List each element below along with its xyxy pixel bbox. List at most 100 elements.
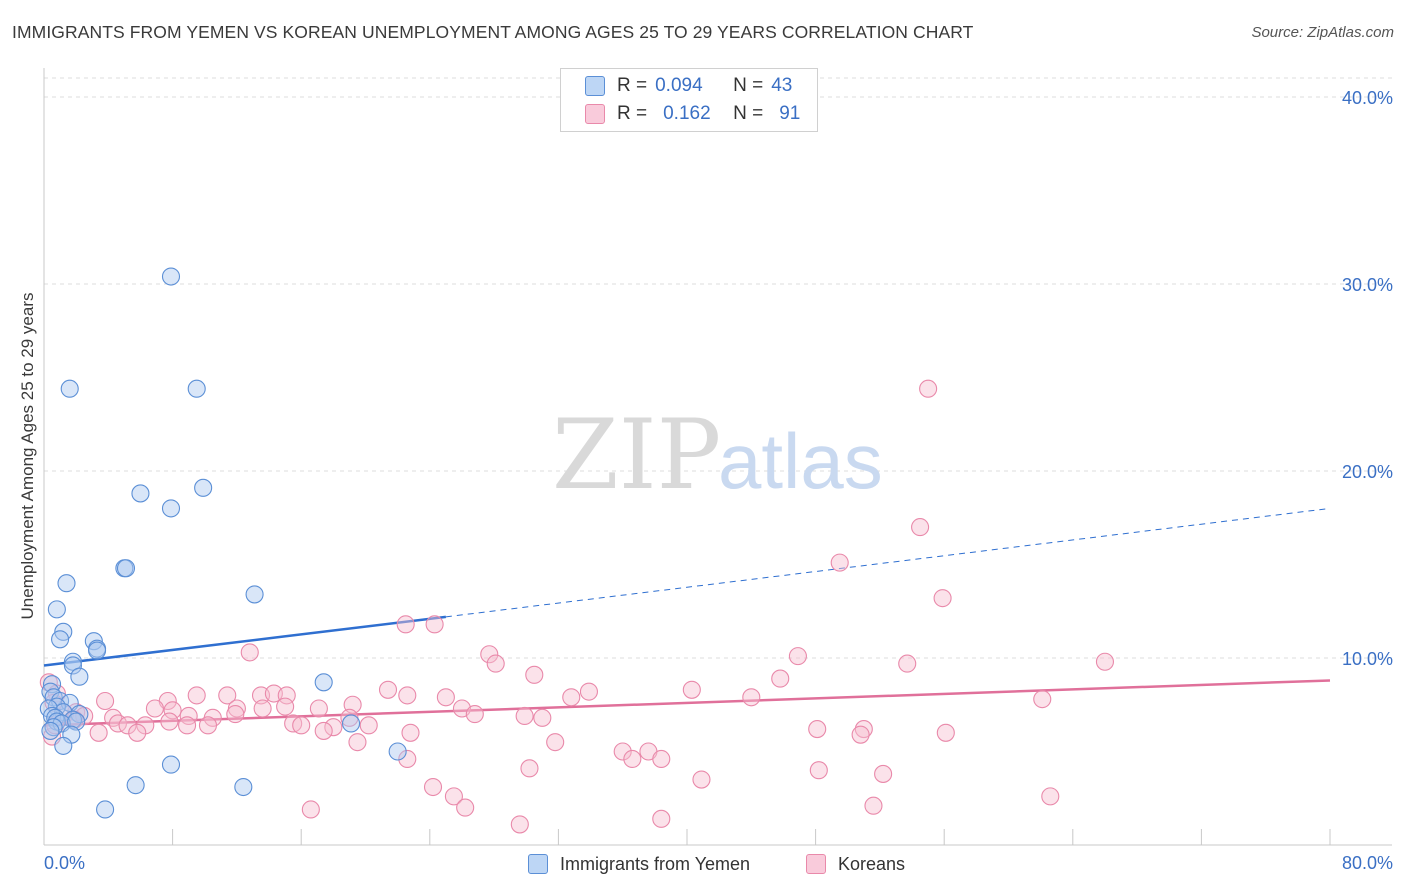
korean-point: [830, 553, 849, 572]
bottom-legend-swatch-korean: [806, 854, 826, 874]
data-points: [39, 267, 1114, 834]
korean-point: [378, 680, 398, 699]
korean-point: [480, 645, 499, 664]
korean-point: [682, 680, 701, 699]
yemen-point: [187, 379, 206, 398]
korean-point: [546, 733, 565, 752]
korean-point: [898, 654, 917, 673]
korean-point: [613, 742, 632, 761]
korean-point: [562, 688, 581, 707]
legend-r-label: R =: [617, 103, 648, 124]
y-tick-label: 30.0%: [1342, 275, 1393, 295]
korean-point: [742, 688, 761, 707]
yemen-point: [96, 800, 115, 819]
korean-point: [911, 518, 930, 537]
korean-point: [187, 686, 206, 705]
bottom-legend-yemen: Immigrants from Yemen: [528, 852, 750, 876]
yemen-point: [234, 777, 253, 797]
korean-point: [854, 720, 873, 739]
korean-point: [89, 723, 108, 742]
korean-point: [465, 705, 484, 724]
yemen-point: [87, 641, 107, 660]
legend-n-label: N =: [733, 103, 764, 124]
yemen-point: [131, 484, 150, 503]
korean-point: [348, 733, 367, 752]
korean-point: [874, 764, 893, 783]
korean-point: [118, 716, 137, 735]
x-tick-label-min: 0.0%: [44, 853, 85, 873]
bottom-legend-swatch-yemen: [528, 854, 548, 874]
y-tick-label: 10.0%: [1342, 649, 1393, 669]
watermark-zip: ZIP: [552, 399, 721, 511]
yemen-point: [314, 673, 333, 692]
korean-point: [423, 777, 443, 797]
korean-point: [398, 686, 417, 705]
source-label: Source: ZipAtlas.com: [1251, 24, 1394, 41]
legend-swatch-yemen: [585, 76, 605, 96]
yemen-point: [194, 478, 213, 497]
korean-point: [579, 682, 598, 701]
korean-point: [510, 815, 529, 834]
yemen-point: [41, 721, 60, 740]
yemen-trend-line: [43, 615, 447, 667]
korean-point: [1095, 652, 1114, 671]
korean-point: [218, 686, 237, 705]
korean-point: [919, 379, 938, 398]
korean-point: [96, 691, 115, 711]
korean-point: [359, 716, 378, 735]
y-tick-label: 40.0%: [1342, 88, 1393, 108]
korean-point: [401, 723, 420, 742]
legend-swatch-korean: [585, 104, 605, 124]
korean-point: [276, 697, 295, 716]
yemen-point: [60, 379, 79, 398]
yemen-point: [116, 559, 136, 578]
grid-lines: [44, 77, 1392, 659]
korean-point: [1033, 690, 1052, 709]
yemen-point: [47, 600, 66, 619]
korean-point: [771, 669, 790, 688]
legend-n-label: N =: [733, 75, 764, 96]
legend-row-yemen: R = 0.094 N = 43: [585, 74, 792, 98]
korean-point: [253, 699, 272, 718]
korean-point: [301, 800, 320, 819]
yemen-point: [57, 574, 76, 593]
korean-point: [436, 688, 455, 707]
korean-point: [533, 708, 552, 727]
korean-point: [277, 686, 296, 705]
yemen-point: [51, 630, 70, 649]
legend-r-value-korean: 0.162: [663, 103, 711, 124]
korean-point: [179, 706, 198, 726]
korean-point: [178, 716, 197, 735]
korean-point: [425, 615, 444, 634]
korean-point: [1041, 787, 1060, 806]
korean-point: [486, 654, 505, 673]
korean-point: [145, 699, 164, 718]
legend-n-value-korean: 91: [779, 103, 801, 124]
korean-point: [198, 716, 218, 735]
yemen-point: [42, 706, 62, 726]
bottom-legend-korean: Koreans: [806, 852, 905, 876]
yemen-point: [63, 710, 82, 729]
yemen-point: [63, 656, 82, 675]
korean-point: [292, 716, 311, 735]
legend-n-value-yemen: 43: [771, 75, 793, 96]
yemen-trend-extension: [445, 507, 1331, 618]
yemen-point: [161, 499, 181, 518]
bottom-legend-label-yemen: Immigrants from Yemen: [560, 853, 751, 874]
korean-point: [936, 723, 955, 742]
trend-lines: [43, 507, 1331, 727]
korean-point: [444, 787, 463, 806]
watermark-atlas: atlas: [718, 417, 883, 505]
korean-trend-line: [43, 679, 1331, 727]
korean-point: [128, 723, 147, 742]
yemen-point: [388, 742, 407, 761]
yemen-point: [126, 776, 145, 795]
chart-title: IMMIGRANTS FROM YEMEN VS KOREAN UNEMPLOY…: [12, 22, 974, 42]
korean-point: [652, 749, 671, 769]
y-axis-label: Unemployment Among Ages 25 to 29 years: [18, 292, 37, 620]
yemen-point: [42, 675, 62, 694]
korean-point: [309, 699, 328, 718]
legend-r-value-yemen: 0.094: [655, 75, 703, 96]
korean-point: [456, 798, 475, 817]
